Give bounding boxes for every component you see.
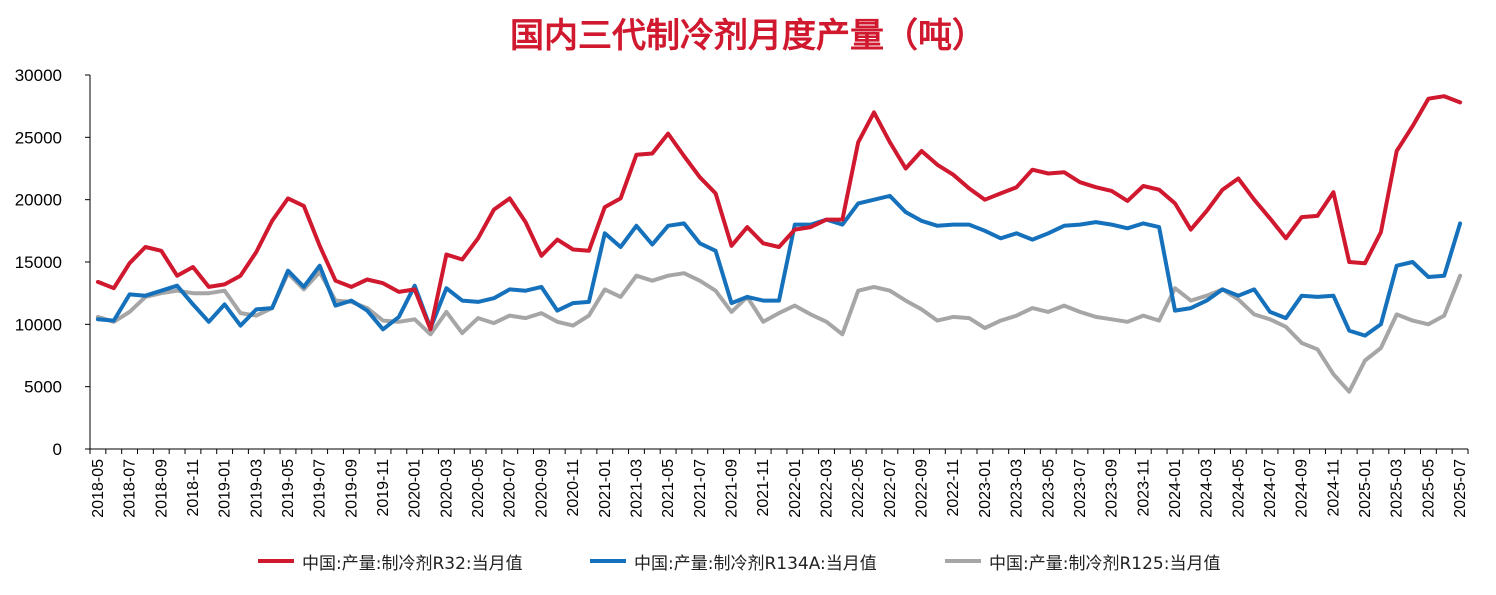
x-tick-label: 2023-11 bbox=[1135, 459, 1152, 517]
x-tick-label: 2019-03 bbox=[248, 459, 265, 518]
x-tick-label: 2024-03 bbox=[1199, 459, 1216, 518]
y-tick-label: 20000 bbox=[15, 191, 62, 210]
x-tick-label: 2020-05 bbox=[470, 459, 487, 518]
legend-label-r125: 中国:产量:制冷剂R125:当月值 bbox=[989, 553, 1221, 574]
x-tick-label: 2025-05 bbox=[1420, 459, 1437, 518]
x-tick-label: 2023-07 bbox=[1072, 459, 1089, 518]
x-tick-label: 2023-03 bbox=[1009, 459, 1026, 518]
x-tick-label: 2018-11 bbox=[185, 459, 202, 517]
x-tick-label: 2022-01 bbox=[787, 459, 804, 518]
x-tick-label: 2019-01 bbox=[217, 459, 234, 518]
x-tick-label: 2024-01 bbox=[1167, 459, 1184, 518]
x-tick-label: 2022-09 bbox=[914, 459, 931, 518]
x-tick-label: 2022-05 bbox=[850, 459, 867, 518]
legend-item-r32: 中国:产量:制冷剂R32:当月值 bbox=[258, 546, 523, 576]
x-tick-label: 2021-09 bbox=[723, 459, 740, 518]
x-tick-label: 2020-09 bbox=[533, 459, 550, 518]
legend-label-r32: 中国:产量:制冷剂R32:当月值 bbox=[302, 553, 523, 574]
legend-label-r134a: 中国:产量:制冷剂R134A:当月值 bbox=[634, 553, 877, 574]
y-tick-label: 30000 bbox=[15, 66, 62, 85]
y-tick-label: 0 bbox=[53, 440, 62, 459]
y-tick-label: 10000 bbox=[15, 315, 62, 334]
x-tick-label: 2023-09 bbox=[1104, 459, 1121, 518]
x-tick-label: 2019-09 bbox=[343, 459, 360, 518]
series-line-r32 bbox=[95, 94, 1463, 332]
x-tick-label: 2019-05 bbox=[280, 459, 297, 518]
x-tick-label: 2023-01 bbox=[977, 459, 994, 518]
x-tick-label: 2020-07 bbox=[502, 459, 519, 518]
y-tick-label: 15000 bbox=[15, 253, 62, 272]
x-tick-label: 2019-07 bbox=[312, 459, 329, 518]
x-tick-label: 2020-11 bbox=[565, 459, 582, 517]
x-tick-label: 2022-11 bbox=[945, 459, 962, 517]
x-tick-label: 2020-03 bbox=[438, 459, 455, 518]
x-tick-label: 2018-05 bbox=[90, 459, 107, 518]
x-tick-label: 2024-07 bbox=[1262, 459, 1279, 518]
legend-swatch-r32 bbox=[258, 559, 294, 563]
x-tick-label: 2022-07 bbox=[882, 459, 899, 518]
x-tick-label: 2025-01 bbox=[1357, 459, 1374, 518]
x-tick-label: 2021-11 bbox=[755, 459, 772, 517]
x-tick-label: 2025-03 bbox=[1389, 459, 1406, 518]
legend-item-r134a: 中国:产量:制冷剂R134A:当月值 bbox=[590, 546, 877, 576]
x-tick-label: 2018-07 bbox=[122, 459, 139, 518]
y-tick-label: 25000 bbox=[15, 128, 62, 147]
x-tick-label: 2022-03 bbox=[819, 459, 836, 518]
legend-swatch-r125 bbox=[945, 559, 981, 563]
plot-area: 0 5000 10000 15000 20000 25000 30000 2018-05 201… bbox=[15, 66, 1469, 518]
x-tick-label: 2025-07 bbox=[1452, 459, 1469, 518]
x-tick-label: 2021-01 bbox=[597, 459, 614, 518]
x-tick-label: 2023-05 bbox=[1040, 459, 1057, 518]
chart-title: 国内三代制冷剂月度产量（吨） bbox=[510, 16, 986, 56]
x-tick-label: 2024-11 bbox=[1325, 459, 1342, 517]
series-line-r134a bbox=[95, 193, 1463, 338]
x-tick-label: 2018-09 bbox=[153, 459, 170, 518]
x-tick-label: 2024-05 bbox=[1230, 459, 1247, 518]
legend-item-r125: 中国:产量:制冷剂R125:当月值 bbox=[945, 546, 1220, 576]
x-tick-label: 2020-01 bbox=[407, 459, 424, 518]
y-tick-label: 5000 bbox=[24, 378, 62, 397]
x-tick-label: 2019-11 bbox=[375, 459, 392, 517]
x-tick-label: 2021-05 bbox=[660, 459, 677, 518]
x-tick-label: 2021-03 bbox=[628, 459, 645, 518]
x-tick-label: 2024-09 bbox=[1294, 459, 1311, 518]
x-tick-label: 2021-07 bbox=[692, 459, 709, 518]
legend-swatch-r134a bbox=[590, 559, 626, 563]
legend: 中国:产量:制冷剂R32:当月值 中国:产量:制冷剂R134A:当月值 中国:产… bbox=[0, 546, 1496, 576]
